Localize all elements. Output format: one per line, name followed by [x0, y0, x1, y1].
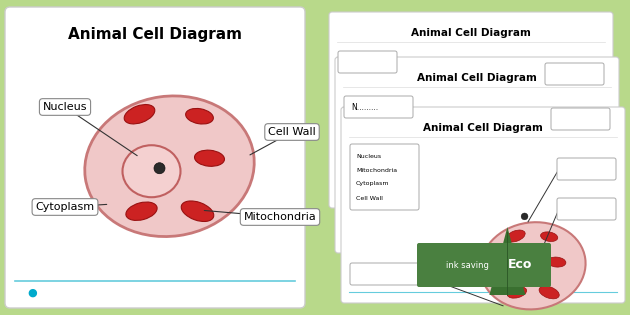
- Text: Animal Cell Diagram: Animal Cell Diagram: [68, 26, 242, 42]
- Ellipse shape: [509, 252, 545, 284]
- FancyBboxPatch shape: [344, 96, 413, 118]
- Ellipse shape: [527, 263, 534, 270]
- FancyBboxPatch shape: [338, 51, 397, 73]
- Polygon shape: [490, 227, 525, 295]
- Ellipse shape: [541, 232, 558, 242]
- Ellipse shape: [497, 157, 533, 189]
- Text: Nucleus: Nucleus: [43, 102, 87, 112]
- Ellipse shape: [533, 236, 553, 249]
- Ellipse shape: [474, 172, 580, 259]
- Ellipse shape: [506, 230, 525, 242]
- Text: Eco: Eco: [508, 259, 532, 272]
- FancyBboxPatch shape: [350, 263, 419, 285]
- Ellipse shape: [124, 105, 155, 124]
- Ellipse shape: [85, 96, 255, 237]
- FancyBboxPatch shape: [557, 198, 616, 220]
- Text: Cell Wall: Cell Wall: [268, 127, 316, 137]
- Ellipse shape: [536, 162, 554, 172]
- Ellipse shape: [535, 182, 552, 192]
- FancyBboxPatch shape: [350, 144, 419, 210]
- FancyBboxPatch shape: [5, 7, 305, 308]
- FancyBboxPatch shape: [341, 107, 625, 303]
- Ellipse shape: [547, 257, 566, 267]
- Ellipse shape: [527, 191, 547, 204]
- Ellipse shape: [507, 287, 527, 298]
- Ellipse shape: [126, 202, 157, 220]
- FancyBboxPatch shape: [557, 158, 616, 180]
- Ellipse shape: [539, 286, 559, 299]
- Ellipse shape: [481, 222, 585, 309]
- Ellipse shape: [122, 145, 181, 197]
- Text: Mitochondria: Mitochondria: [356, 168, 397, 173]
- FancyBboxPatch shape: [417, 243, 551, 287]
- Ellipse shape: [186, 108, 214, 124]
- FancyBboxPatch shape: [329, 12, 613, 208]
- Text: Animal Cell Diagram: Animal Cell Diagram: [423, 123, 543, 133]
- FancyBboxPatch shape: [551, 108, 610, 130]
- FancyBboxPatch shape: [545, 63, 604, 85]
- Ellipse shape: [501, 237, 520, 248]
- Ellipse shape: [154, 163, 165, 174]
- Text: ●: ●: [27, 288, 37, 298]
- Ellipse shape: [494, 135, 513, 147]
- Ellipse shape: [195, 150, 224, 166]
- Ellipse shape: [521, 213, 528, 220]
- Text: Cytoplasm: Cytoplasm: [35, 202, 94, 212]
- Text: Nucleus: Nucleus: [356, 153, 381, 158]
- Text: Animal Cell Diagram: Animal Cell Diagram: [417, 73, 537, 83]
- Text: Animal Cell Diagram: Animal Cell Diagram: [411, 28, 531, 38]
- Ellipse shape: [495, 192, 515, 203]
- Text: ink saving: ink saving: [445, 261, 488, 270]
- Text: Cytoplasm: Cytoplasm: [356, 181, 389, 186]
- Text: Cell Wall: Cell Wall: [356, 196, 383, 201]
- Text: N.........: N.........: [351, 102, 378, 112]
- Ellipse shape: [541, 207, 560, 217]
- Ellipse shape: [469, 127, 573, 215]
- Ellipse shape: [515, 168, 522, 175]
- Ellipse shape: [500, 180, 519, 192]
- Ellipse shape: [529, 137, 546, 146]
- Text: Mitochondria: Mitochondria: [244, 212, 316, 222]
- FancyBboxPatch shape: [335, 57, 619, 253]
- Ellipse shape: [181, 201, 214, 221]
- Ellipse shape: [503, 202, 539, 234]
